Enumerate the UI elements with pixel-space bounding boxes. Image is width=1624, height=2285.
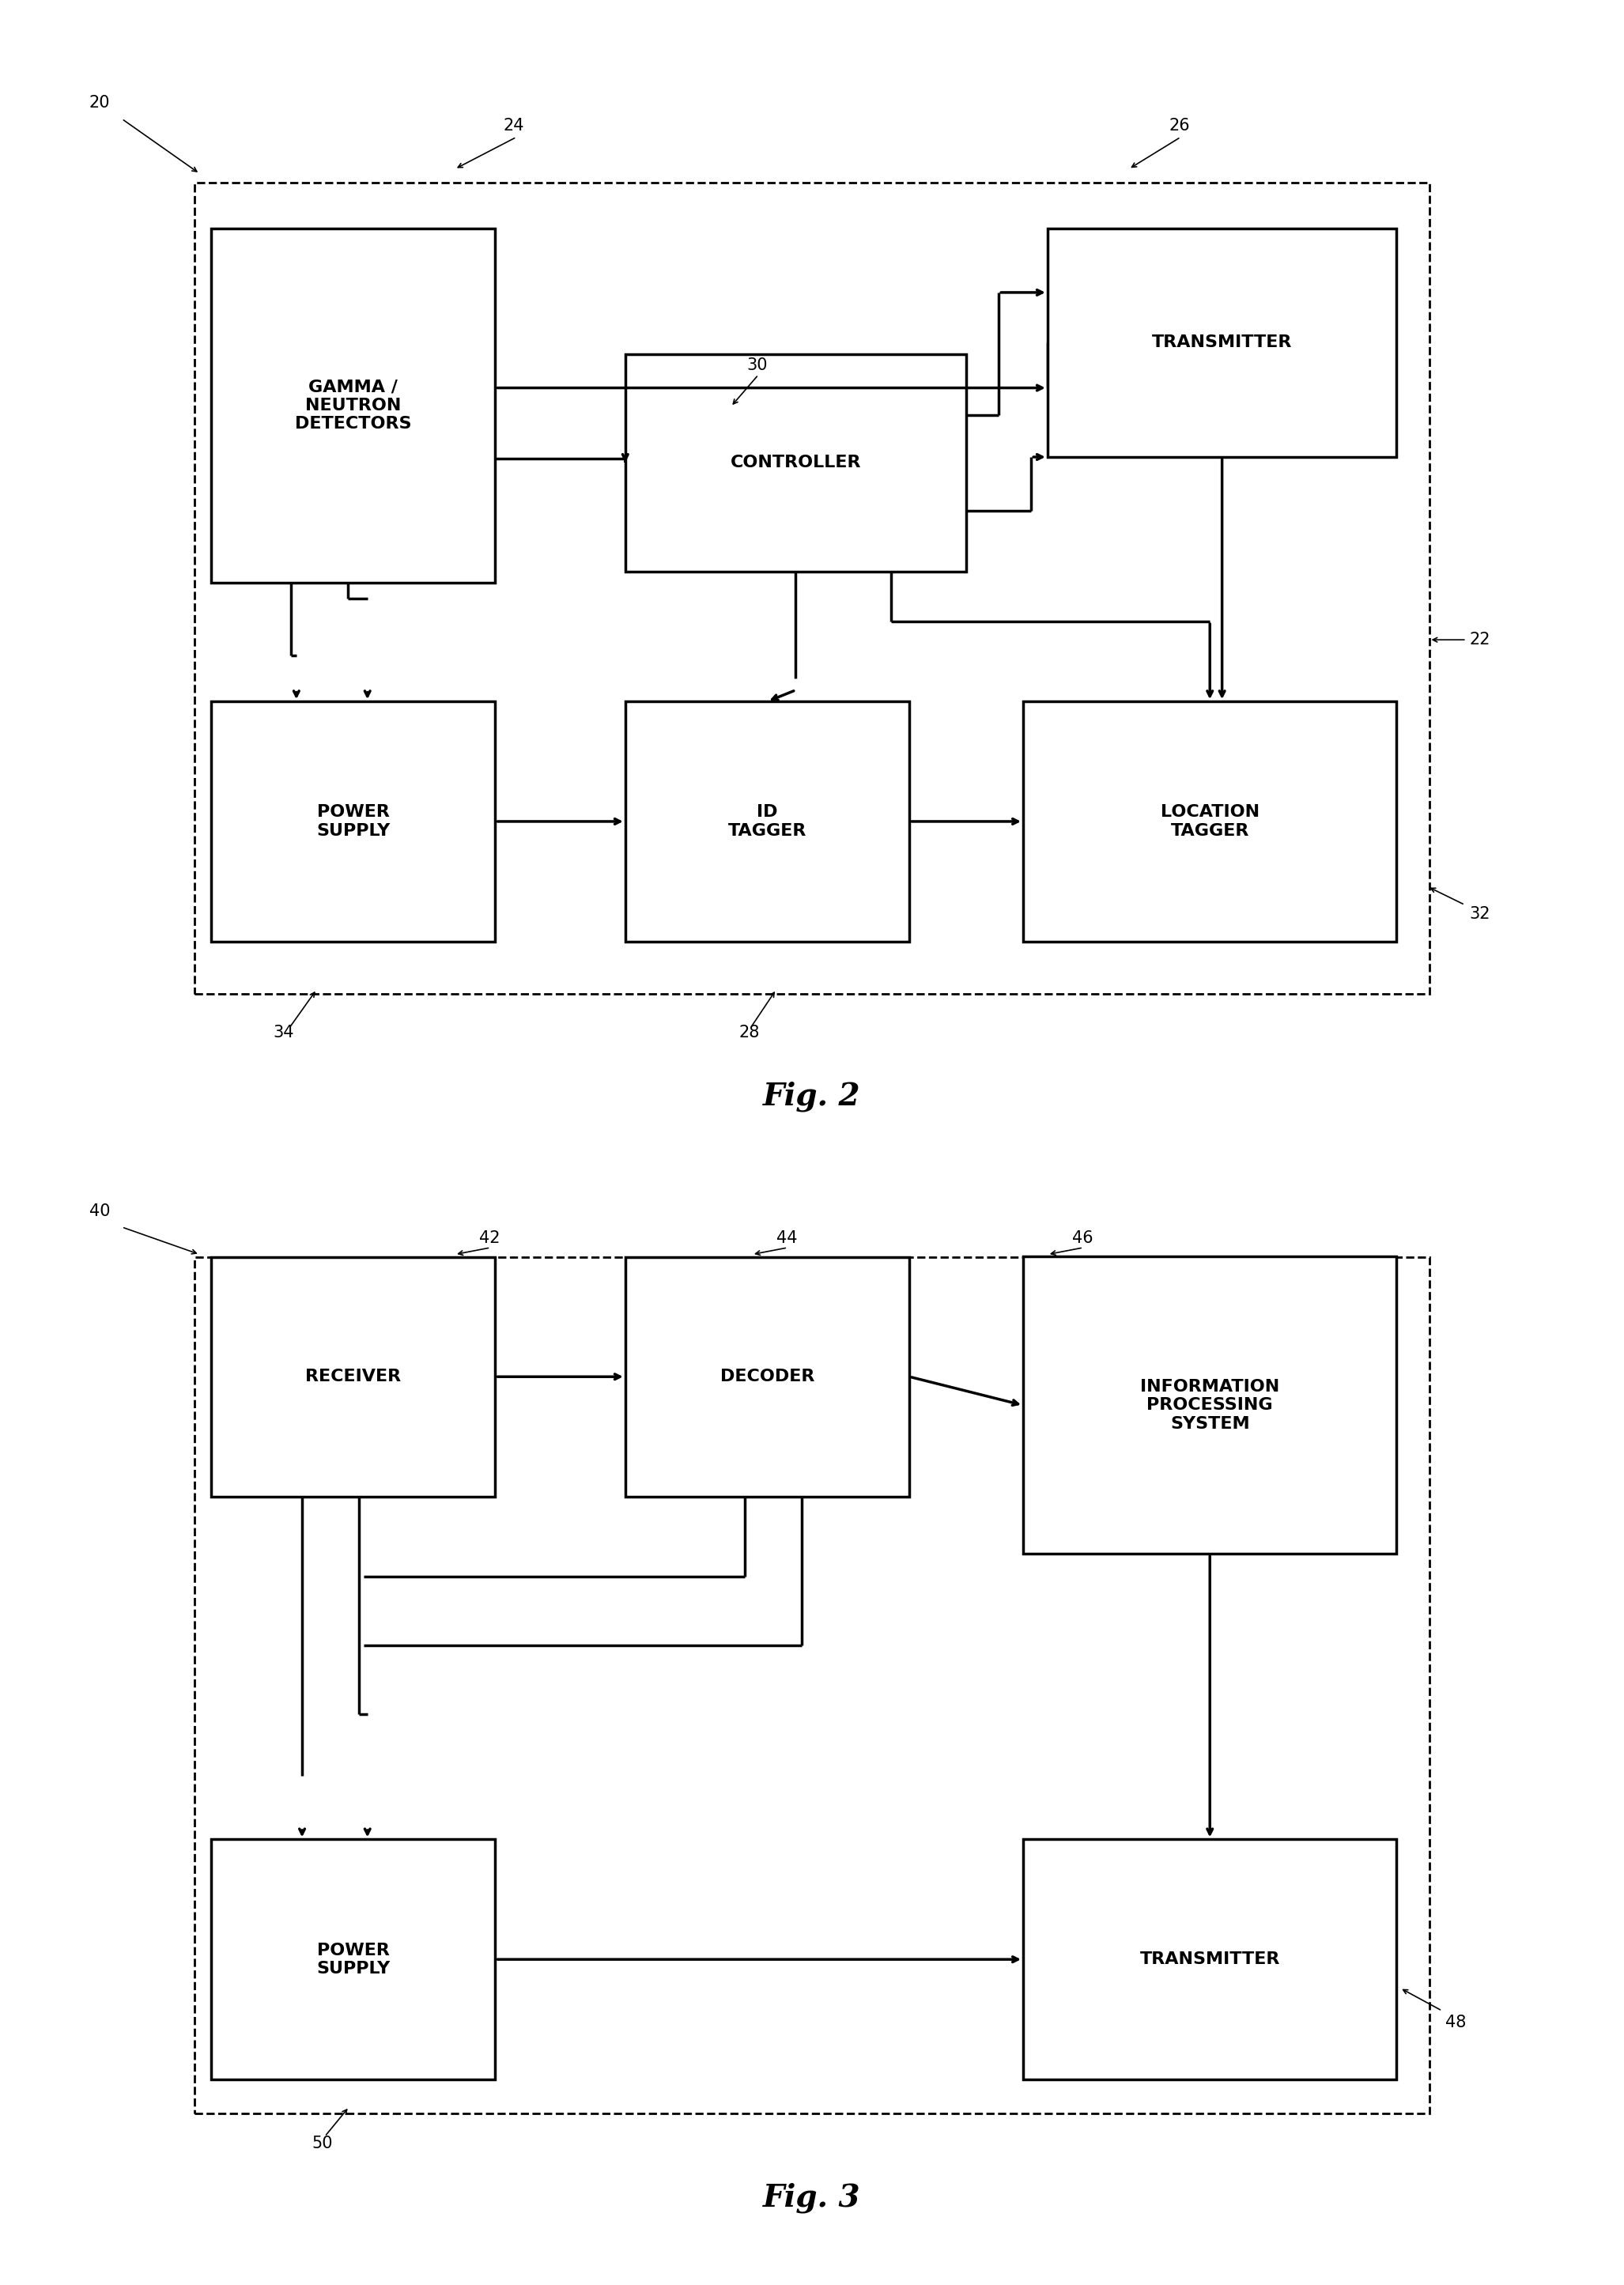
Text: DECODER: DECODER — [719, 1369, 815, 1385]
Text: RECEIVER: RECEIVER — [305, 1369, 401, 1385]
Text: GAMMA /
NEUTRON
DETECTORS: GAMMA / NEUTRON DETECTORS — [296, 379, 411, 432]
Text: 20: 20 — [89, 96, 110, 110]
Text: TRANSMITTER: TRANSMITTER — [1151, 336, 1293, 350]
Bar — [625, 701, 909, 941]
Text: 44: 44 — [776, 1232, 797, 1245]
Text: POWER
SUPPLY: POWER SUPPLY — [317, 1942, 390, 1977]
Text: 48: 48 — [1445, 2015, 1466, 2029]
Text: 46: 46 — [1072, 1232, 1093, 1245]
Bar — [211, 701, 495, 941]
Text: INFORMATION
PROCESSING
SYSTEM: INFORMATION PROCESSING SYSTEM — [1140, 1380, 1280, 1430]
Bar — [1047, 228, 1397, 457]
Text: 24: 24 — [503, 119, 525, 133]
Bar — [211, 228, 495, 583]
Bar — [1023, 1257, 1397, 1554]
Text: 40: 40 — [89, 1204, 110, 1218]
Text: 30: 30 — [747, 359, 768, 372]
Text: CONTROLLER: CONTROLLER — [731, 455, 861, 471]
Text: TRANSMITTER: TRANSMITTER — [1140, 1951, 1280, 1967]
Text: 42: 42 — [479, 1232, 500, 1245]
Text: ID
TAGGER: ID TAGGER — [728, 804, 807, 839]
Text: 22: 22 — [1470, 633, 1491, 647]
Bar — [211, 1839, 495, 2079]
Bar — [1023, 1839, 1397, 2079]
Text: POWER
SUPPLY: POWER SUPPLY — [317, 804, 390, 839]
Text: LOCATION
TAGGER: LOCATION TAGGER — [1161, 804, 1259, 839]
Bar — [195, 1257, 1429, 2114]
Text: 28: 28 — [739, 1026, 760, 1040]
Text: Fig. 3: Fig. 3 — [763, 2182, 861, 2214]
Text: 50: 50 — [312, 2136, 333, 2150]
Bar — [625, 1257, 909, 1497]
Bar — [625, 354, 966, 571]
Bar — [1023, 701, 1397, 941]
Text: 26: 26 — [1169, 119, 1190, 133]
Bar — [211, 1257, 495, 1497]
Bar — [195, 183, 1429, 994]
Text: Fig. 2: Fig. 2 — [763, 1081, 861, 1113]
Text: 34: 34 — [273, 1026, 294, 1040]
Text: 32: 32 — [1470, 907, 1491, 921]
